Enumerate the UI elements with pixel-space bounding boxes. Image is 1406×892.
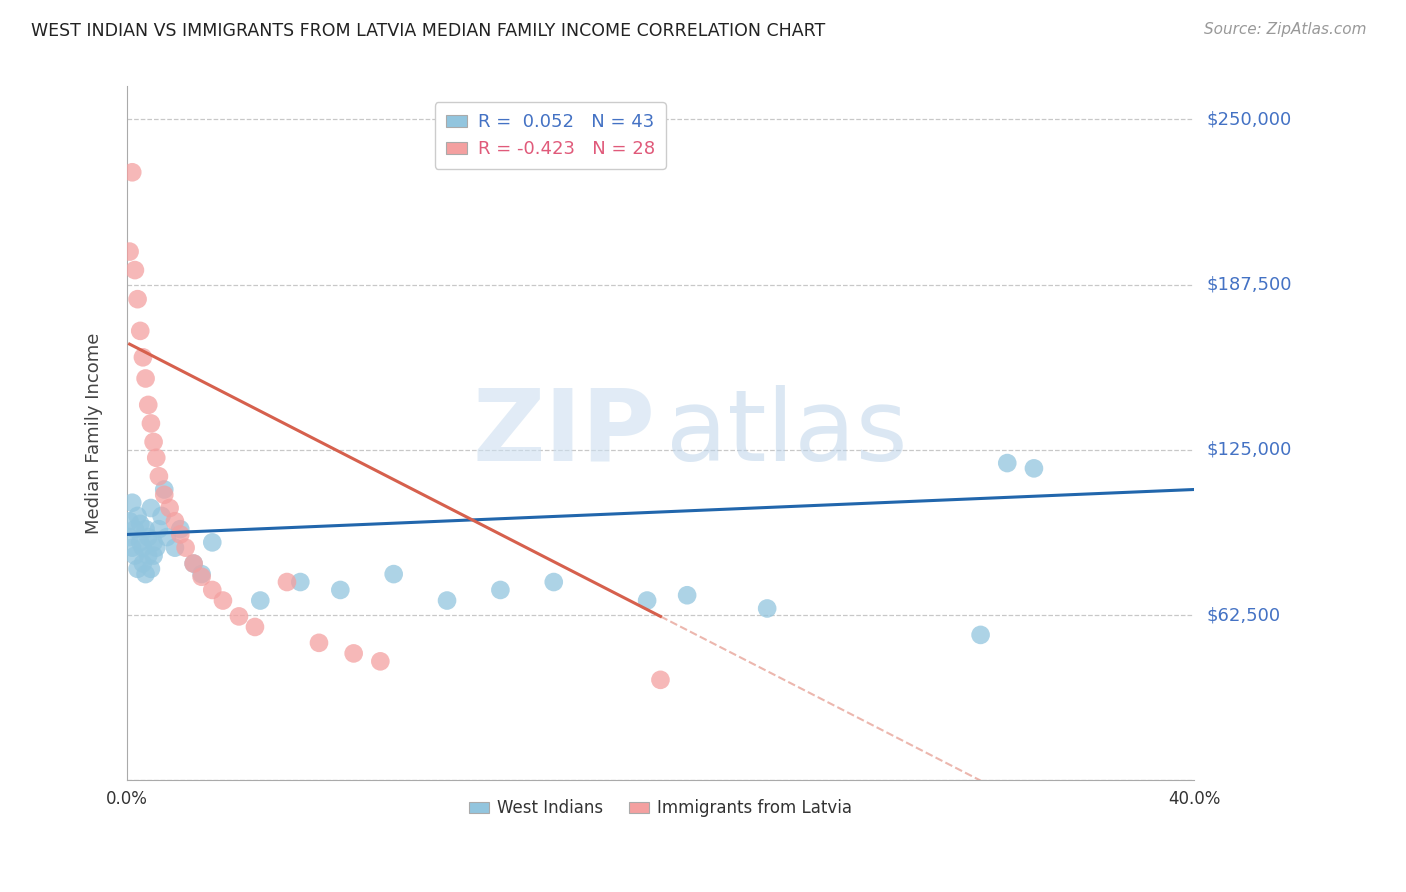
Point	[118, 530, 141, 544]
Point	[543, 575, 565, 590]
Point	[163, 541, 186, 555]
Text: WEST INDIAN VS IMMIGRANTS FROM LATVIA MEDIAN FAMILY INCOME CORRELATION CHART: WEST INDIAN VS IMMIGRANTS FROM LATVIA ME…	[31, 22, 825, 40]
Point	[136, 530, 159, 544]
Point	[145, 541, 167, 555]
Point	[121, 541, 143, 555]
Point	[159, 501, 181, 516]
Point	[118, 244, 141, 259]
Point	[190, 570, 212, 584]
Point	[676, 588, 699, 602]
Point	[132, 541, 155, 555]
Point	[169, 527, 191, 541]
Point	[163, 514, 186, 528]
Point	[343, 647, 366, 661]
Point	[148, 469, 170, 483]
Point	[129, 535, 152, 549]
Point	[249, 593, 271, 607]
Point	[127, 292, 149, 306]
Point	[212, 593, 235, 607]
Point	[201, 535, 224, 549]
Point	[489, 582, 512, 597]
Text: $250,000: $250,000	[1206, 111, 1292, 128]
Point	[150, 508, 173, 523]
Point	[124, 263, 146, 277]
Point	[135, 567, 157, 582]
Point	[174, 541, 197, 555]
Point	[636, 593, 658, 607]
Point	[969, 628, 991, 642]
Point	[201, 582, 224, 597]
Point	[136, 549, 159, 563]
Point	[153, 483, 176, 497]
Point	[139, 417, 162, 431]
Point	[308, 636, 330, 650]
Text: $62,500: $62,500	[1206, 606, 1281, 624]
Point	[139, 562, 162, 576]
Point	[142, 434, 165, 449]
Point	[121, 165, 143, 179]
Point	[129, 516, 152, 531]
Point	[142, 535, 165, 549]
Point	[1022, 461, 1045, 475]
Point	[118, 514, 141, 528]
Text: Source: ZipAtlas.com: Source: ZipAtlas.com	[1204, 22, 1367, 37]
Point	[135, 522, 157, 536]
Point	[153, 488, 176, 502]
Point	[650, 673, 672, 687]
Point	[183, 557, 205, 571]
Point	[183, 557, 205, 571]
Point	[124, 549, 146, 563]
Text: $187,500: $187,500	[1206, 276, 1292, 293]
Point	[139, 501, 162, 516]
Text: ZIP: ZIP	[472, 384, 655, 482]
Point	[370, 654, 392, 668]
Point	[132, 351, 155, 365]
Point	[145, 450, 167, 465]
Point	[243, 620, 266, 634]
Point	[436, 593, 458, 607]
Point	[382, 567, 405, 582]
Point	[129, 324, 152, 338]
Point	[276, 575, 298, 590]
Point	[121, 496, 143, 510]
Point	[228, 609, 250, 624]
Point	[290, 575, 312, 590]
Point	[132, 557, 155, 571]
Y-axis label: Median Family Income: Median Family Income	[86, 333, 103, 534]
Text: $125,000: $125,000	[1206, 441, 1292, 458]
Point	[136, 398, 159, 412]
Point	[995, 456, 1018, 470]
Point	[127, 508, 149, 523]
Point	[135, 371, 157, 385]
Point	[142, 549, 165, 563]
Point	[169, 522, 191, 536]
Legend: West Indians, Immigrants from Latvia: West Indians, Immigrants from Latvia	[463, 793, 859, 824]
Point	[156, 530, 179, 544]
Point	[329, 582, 352, 597]
Text: atlas: atlas	[666, 384, 907, 482]
Point	[124, 522, 146, 536]
Point	[756, 601, 779, 615]
Point	[127, 562, 149, 576]
Point	[148, 522, 170, 536]
Point	[190, 567, 212, 582]
